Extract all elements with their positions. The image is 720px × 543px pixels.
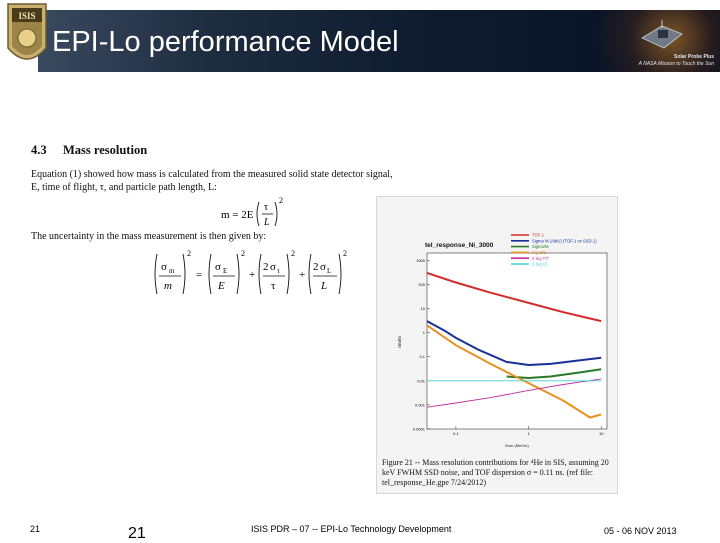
eq2-term: σ — [320, 261, 326, 273]
svg-text:2: 2 — [291, 249, 295, 258]
footer-title: ISIS PDR – 07 -- EPI-Lo Technology Devel… — [251, 524, 452, 534]
paragraph-line: E, time of flight, τ, and particle path … — [31, 182, 217, 193]
eq2-term: L — [320, 280, 327, 292]
series-line — [426, 271, 602, 323]
eq1-exponent: 2 — [279, 196, 283, 205]
mass-resolution-chart: tel_response_Ni_3000 1000 100 10 1 0.1 0.01 0.… — [377, 197, 617, 459]
legend-entry: 2 Sig L/L — [532, 262, 549, 267]
document-excerpt: 4.3 Mass resolution Equation (1) showed … — [28, 140, 628, 500]
y-tick-label: 10 — [421, 306, 426, 311]
legend-entry: TOF-1 — [532, 233, 545, 238]
y-tick-label: 1 — [423, 330, 426, 335]
svg-text:2: 2 — [263, 261, 269, 273]
series-line — [426, 378, 602, 408]
eq2-sub: τ — [277, 267, 280, 275]
svg-text:+: + — [249, 269, 255, 281]
svg-text:2: 2 — [313, 261, 319, 273]
y-tick-label: 1000 — [416, 258, 426, 263]
caption-line: Figure 21 -- Mass resolution contributio… — [382, 458, 609, 467]
series-line — [506, 368, 602, 379]
slide-header: ISIS EPI-Lo performance Model Solar Prob… — [0, 0, 720, 72]
svg-text:+: + — [299, 269, 305, 281]
series-line — [426, 324, 602, 419]
y-tick-label: 0.1 — [419, 354, 425, 359]
svg-text:2: 2 — [241, 249, 245, 258]
caption-line: tel_response_He.gpe 7/24/2012) — [382, 478, 486, 487]
eq2-exp: 2 — [187, 249, 191, 258]
chart-title: tel_response_Ni_3000 — [425, 242, 494, 249]
figure-caption: Figure 21 -- Mass resolution contributio… — [382, 458, 622, 488]
x-tick-label: 0.1 — [453, 431, 459, 436]
eq1-numerator: τ — [264, 202, 268, 213]
eq2-sub: L — [327, 267, 331, 275]
footer-date: 05 - 06 NOV 2013 — [604, 526, 677, 536]
eq2-term: σ — [215, 261, 221, 273]
caption-line: keV FWHM SSD noise, and TOF dispersion σ… — [382, 468, 593, 477]
eq2-term: σ — [270, 261, 276, 273]
logo-text: ISIS — [18, 11, 35, 21]
eq2-term: m — [164, 280, 172, 292]
y-tick-label: 0.01 — [417, 378, 426, 383]
y-tick-label: 0.001 — [415, 402, 426, 407]
equation-mass: m = 2E τ L 2 — [221, 196, 283, 228]
eq1-denominator: L — [263, 217, 270, 228]
legend-entry: 2 Sig T/T — [532, 256, 549, 261]
figure-panel: tel_response_Ni_3000 1000 100 10 1 0.1 0.01 0.… — [376, 196, 618, 494]
x-axis-label: Ecm (MeV/n) — [505, 443, 529, 448]
paragraph-uncertainty: The uncertainty in the mass measurement … — [31, 231, 267, 242]
footer-slide-number-small: 21 — [30, 524, 41, 534]
y-tick-label: 100 — [418, 282, 425, 287]
series-line — [426, 320, 602, 366]
legend-entry: Sigma/M — [532, 244, 549, 249]
eq2-term: E — [217, 280, 225, 292]
isis-logo-icon: ISIS — [7, 3, 47, 60]
eq2-term: σ — [161, 261, 167, 273]
eq2-sub: E — [223, 267, 227, 275]
plot-area — [426, 252, 608, 430]
sun-glow — [560, 10, 720, 72]
x-tick-label: 1 — [527, 431, 530, 436]
brand-line1: Solar Probe Plus — [673, 54, 714, 60]
legend-entry: Sigma M (AMU) (TOF-1 vs SSD-1) — [532, 238, 597, 243]
eq2-term: τ — [271, 280, 276, 292]
legend-entry: Sig E/E — [532, 250, 546, 255]
slide-title: EPI-Lo performance Model — [52, 26, 399, 58]
brand-line2: A NASA Mission to Touch the Sun — [638, 61, 714, 67]
solar-probe-icon — [641, 20, 683, 49]
y-axis-label: σm/m — [397, 336, 402, 348]
eq2-sub: m — [169, 267, 175, 275]
x-tick-label: 10 — [599, 431, 604, 436]
section-number: 4.3 — [31, 143, 47, 157]
equation-uncertainty: σ m m 2 = σ E E 2 + 2 σ τ τ 2 + 2 σ — [154, 249, 347, 295]
svg-text:=: = — [196, 269, 202, 281]
eq1-lhs: m = 2E — [221, 209, 254, 221]
paragraph-line: Equation (1) showed how mass is calculat… — [31, 169, 393, 180]
section-title: Mass resolution — [63, 143, 148, 157]
y-tick-label: 0.0001 — [413, 427, 426, 432]
svg-text:2: 2 — [343, 249, 347, 258]
footer-slide-number-big: 21 — [128, 525, 146, 542]
